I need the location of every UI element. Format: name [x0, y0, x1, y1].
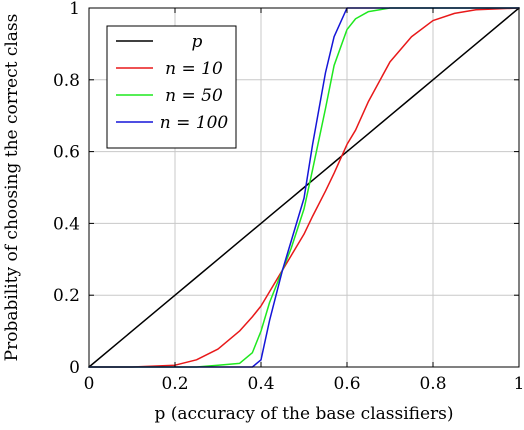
legend: p n = 10 n = 50 n = 100 — [106, 25, 237, 149]
legend-label-3: n = 100 — [160, 113, 229, 133]
y-tick-label: 0.4 — [53, 214, 80, 234]
x-tick-label: 0 — [84, 374, 95, 394]
y-axis-label: Probability of choosing the correct clas… — [2, 14, 22, 362]
plot-frame — [88, 7, 520, 368]
x-axis-label: p (accuracy of the base classifiers) — [154, 404, 453, 424]
x-tick-label: 0.6 — [333, 374, 360, 394]
y-tick-label: 1 — [69, 0, 80, 19]
series-line-0 — [88, 7, 520, 368]
x-tick-label: 1 — [514, 374, 524, 394]
y-tick-label: 0.6 — [53, 143, 80, 163]
series-line-1 — [88, 7, 520, 368]
x-tick-label: 0.4 — [247, 374, 274, 394]
y-tick-label: 0.8 — [53, 71, 80, 91]
y-tick-label: 0.2 — [53, 286, 80, 306]
legend-label-0: p — [192, 32, 203, 52]
legend-box — [106, 25, 237, 149]
legend-label-2: n = 50 — [165, 86, 223, 106]
x-tick-label: 0.2 — [161, 374, 188, 394]
y-tick-label: 0 — [69, 358, 80, 378]
legend-label-1: n = 10 — [165, 59, 223, 79]
x-tick-label: 0.8 — [419, 374, 446, 394]
ticks: 0 0.2 0.4 0.6 0.8 1 0 0.2 0.4 0.6 0.8 1 — [53, 0, 524, 394]
